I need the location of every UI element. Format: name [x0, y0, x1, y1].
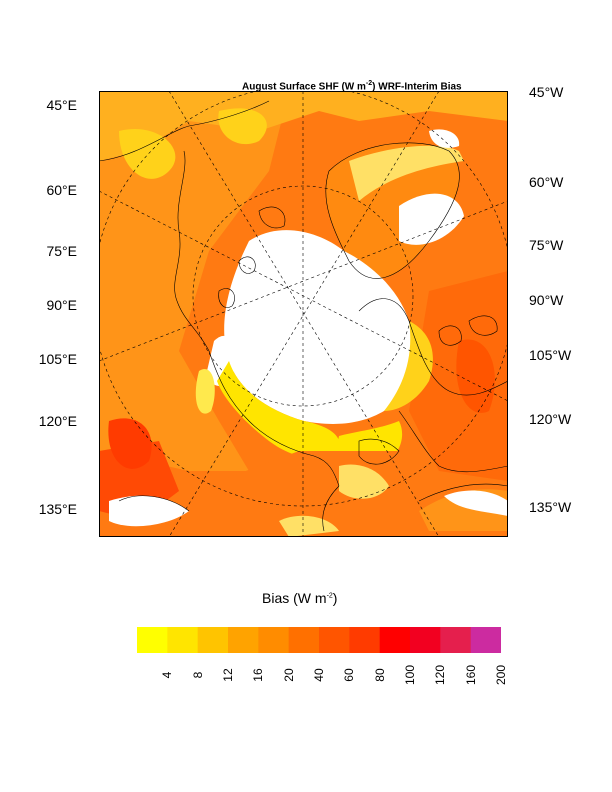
lon-label-left: 135°E — [38, 501, 77, 517]
lon-label-right: 60°W — [529, 174, 564, 190]
bias-field-south — [99, 451, 508, 537]
lon-label-right: 120°W — [529, 411, 572, 427]
colorbar-tick-label: 4 — [160, 671, 175, 679]
colorbar-swatch — [349, 627, 381, 653]
colorbar-swatch — [379, 627, 411, 653]
colorbar-swatch — [410, 627, 441, 653]
colorbar-swatch — [258, 627, 290, 653]
colorbar-swatch — [137, 627, 168, 653]
colorbar-swatch — [319, 627, 350, 653]
colorbar-title: Bias (W m-2) — [262, 590, 338, 606]
lon-label-left: 120°E — [38, 413, 77, 429]
colorbar — [137, 627, 501, 653]
colorbar-tick-label: 200 — [494, 664, 508, 686]
lon-label-left: 105°E — [38, 351, 77, 367]
lon-label-right: 105°W — [529, 347, 572, 363]
lon-label-right: 90°W — [529, 292, 564, 308]
lon-label-right: 75°W — [529, 237, 564, 253]
colorbar-tick-label: 120 — [433, 664, 448, 686]
lon-label-left: 60°E — [46, 182, 77, 198]
colorbar-tick-label: 8 — [190, 671, 205, 679]
colorbar-swatch — [228, 627, 259, 653]
colorbar-swatch — [440, 627, 472, 653]
colorbar-tick-label: 16 — [251, 668, 266, 682]
colorbar-swatch — [470, 627, 501, 653]
lon-label-left: 45°E — [46, 97, 77, 113]
colorbar-tick-label: 80 — [372, 668, 387, 682]
colorbar-swatch — [197, 627, 229, 653]
colorbar-tick-label: 100 — [403, 664, 417, 686]
arctic-ice-region — [224, 230, 413, 424]
colorbar-tick-label: 60 — [342, 668, 357, 682]
colorbar-tick-label: 160 — [463, 664, 478, 686]
lon-label-left: 90°E — [46, 297, 77, 313]
lon-label-right: 45°W — [529, 84, 564, 100]
map-title: August Surface SHF (W m-2) WRF-Interim B… — [242, 80, 462, 93]
lon-label-left: 75°E — [46, 243, 77, 259]
colorbar-tick-label: 40 — [312, 668, 326, 682]
lon-label-right: 135°W — [529, 499, 572, 515]
colorbar-swatch — [167, 627, 199, 653]
colorbar-tick-label: 20 — [281, 668, 296, 682]
colorbar-tick-label: 12 — [221, 668, 235, 682]
polar-map — [99, 91, 508, 537]
bias-field-north-patch — [99, 91, 508, 161]
colorbar-swatch — [288, 627, 320, 653]
